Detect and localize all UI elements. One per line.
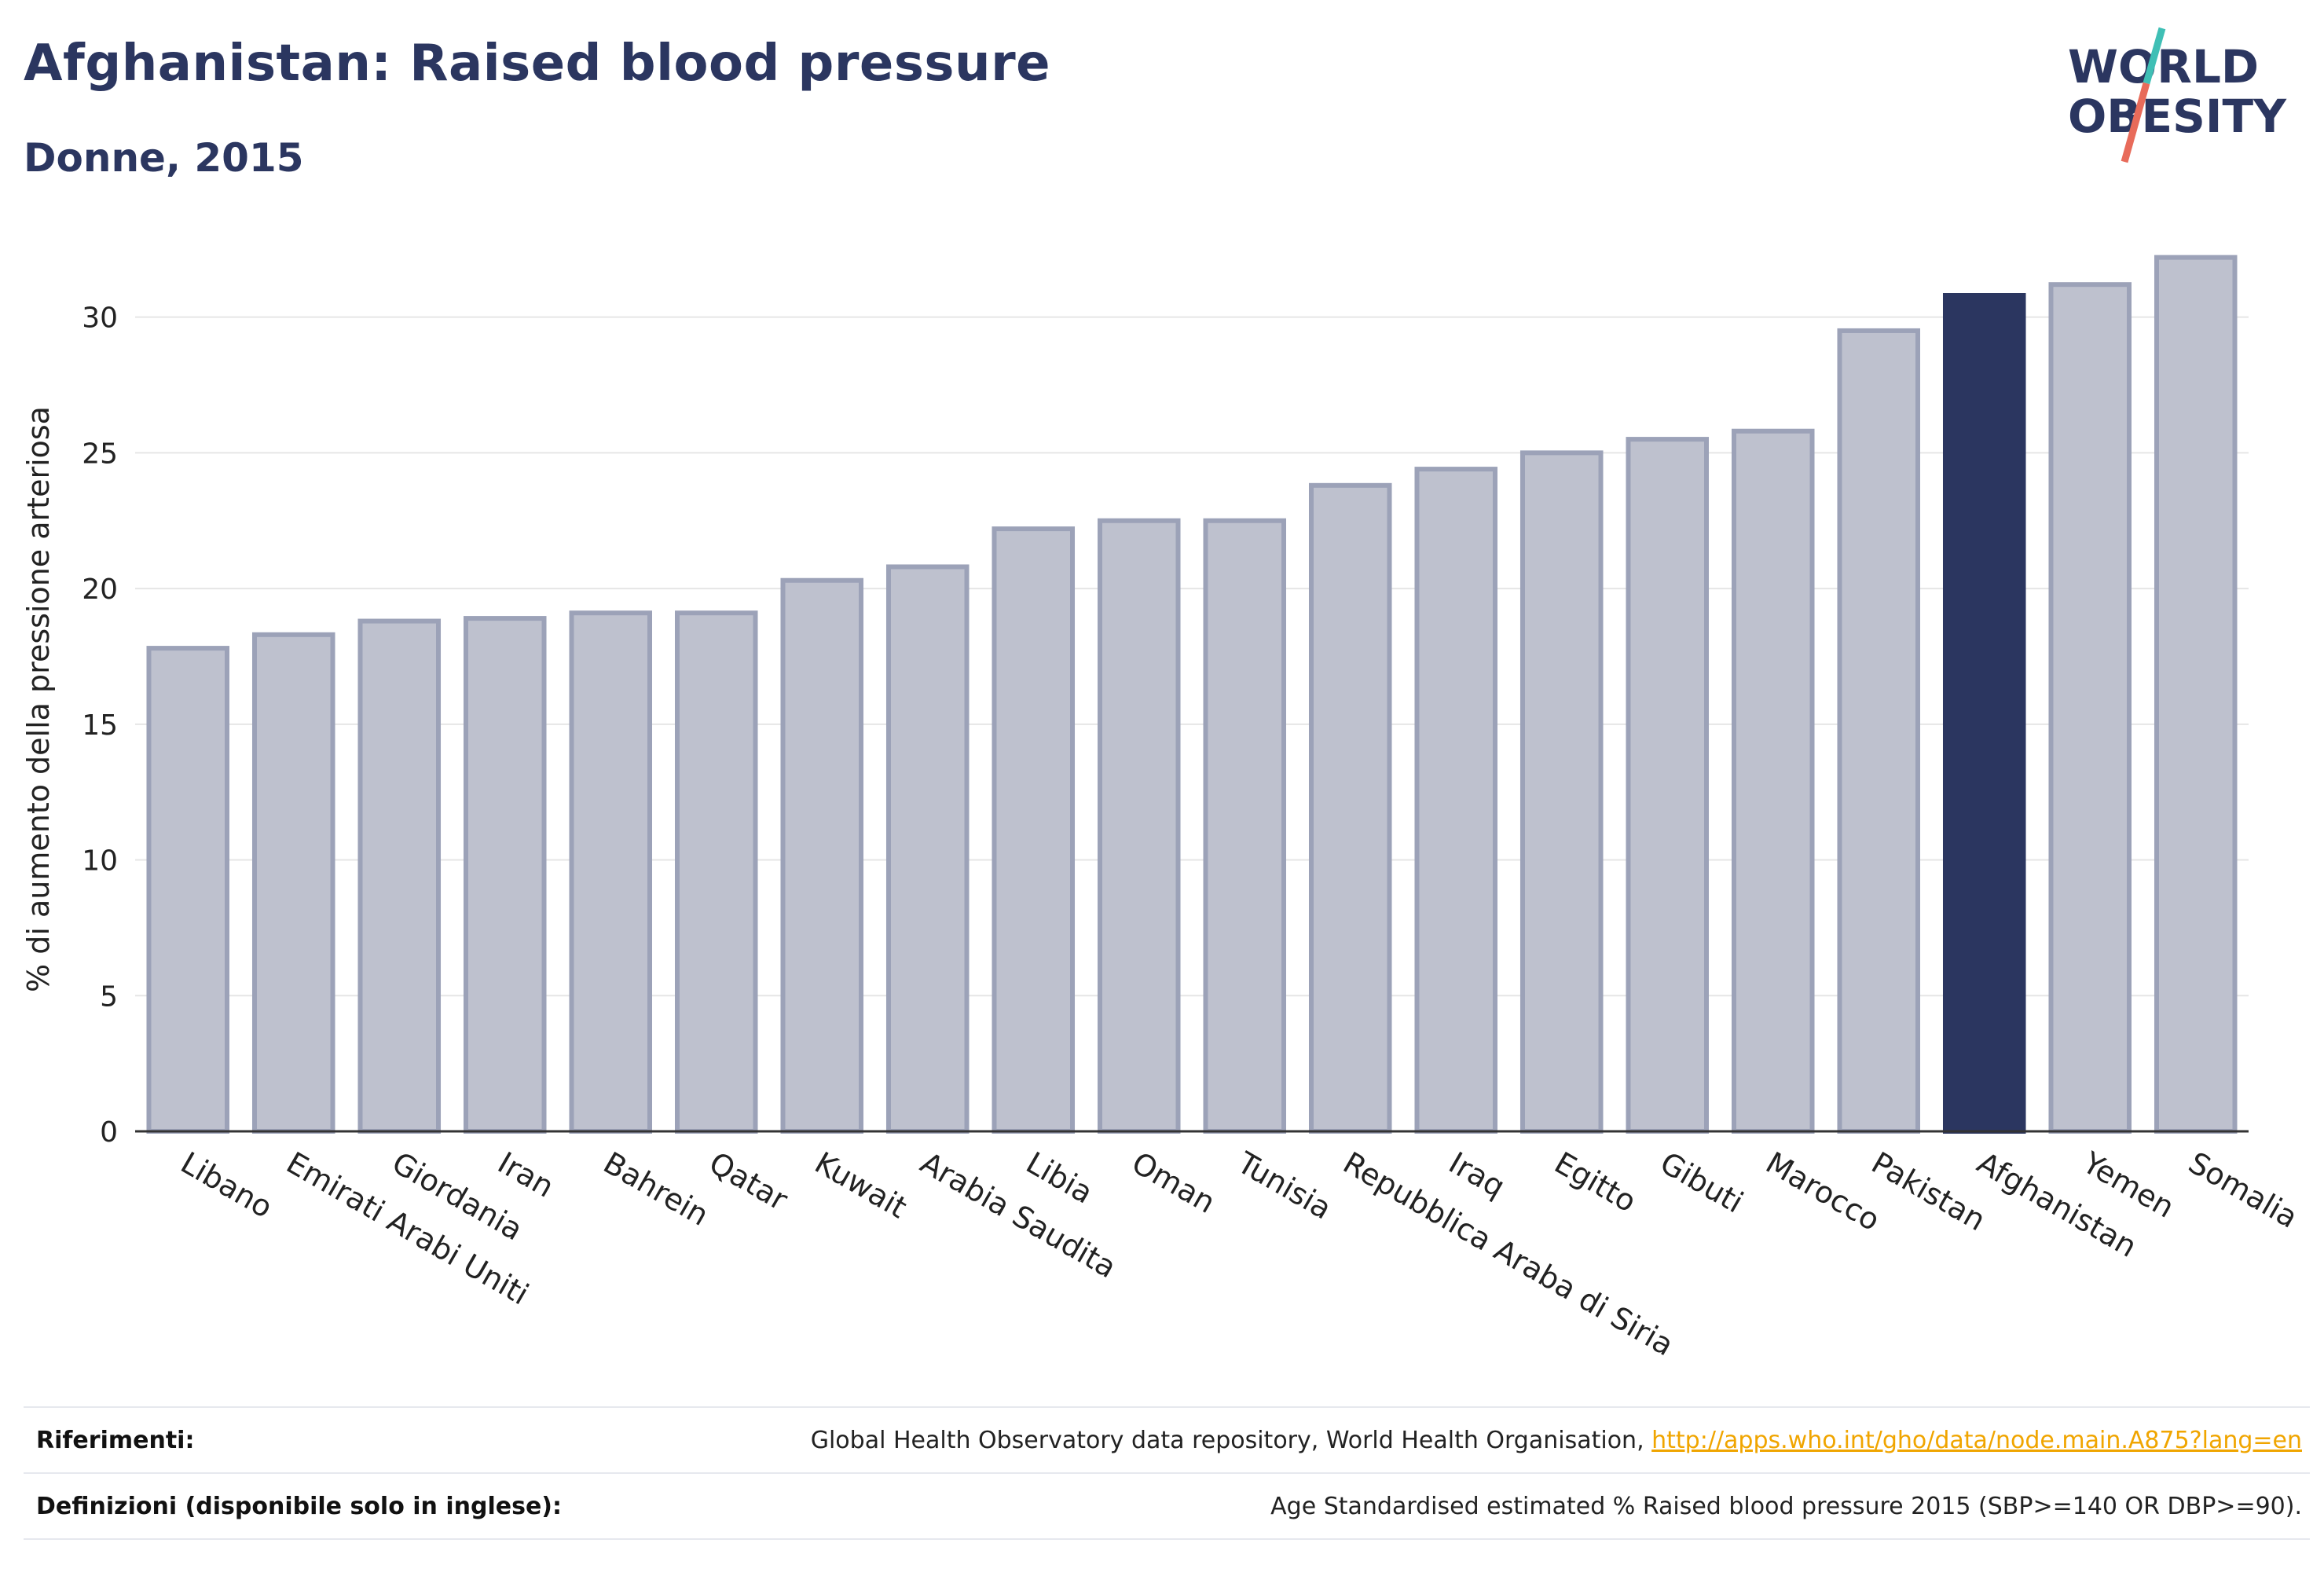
chart-title: Afghanistan: Raised blood pressure <box>24 35 1051 93</box>
logo-slash-bottom <box>2121 82 2150 163</box>
bar-emirati-arabi-uniti <box>251 632 335 1134</box>
bar-oman <box>1097 518 1181 1134</box>
bars <box>146 255 2238 1134</box>
bar-giordania <box>357 618 442 1134</box>
definitions-row: Definizioni (disponibile solo in inglese… <box>24 1472 2310 1540</box>
x-tick-label: Marocco <box>1760 1145 1886 1238</box>
x-tick-label: Oman <box>1126 1145 1221 1220</box>
bar-marocco <box>1731 428 1815 1134</box>
y-tick-label: 0 <box>100 1116 118 1149</box>
x-tick-label: Iran <box>492 1145 559 1204</box>
x-tick-label: Qatar <box>703 1145 794 1218</box>
x-tick-label: Iraq <box>1443 1145 1511 1204</box>
x-tick-label: Libia <box>1021 1145 1099 1211</box>
x-tick-label: Kuwait <box>809 1145 913 1226</box>
y-tick-label: 5 <box>100 980 118 1013</box>
references-text: Global Health Observatory data repositor… <box>810 1426 1652 1454</box>
bar-kuwait <box>780 577 864 1134</box>
x-tick-label: Somalia <box>2183 1145 2304 1235</box>
world-obesity-logo: WORLD OBESITY <box>2068 27 2287 163</box>
bar-libano <box>146 646 230 1134</box>
y-tick-label: 20 <box>82 574 118 606</box>
logo-line-1: WORLD <box>2068 40 2259 93</box>
bar-gibuti <box>1626 437 1710 1134</box>
references-label: Riferimenti: <box>36 1426 195 1454</box>
bar-afghanistan <box>1942 293 2026 1134</box>
bar-qatar <box>674 610 758 1134</box>
bar-iran <box>463 616 547 1134</box>
bar-repubblica-araba-di-siria <box>1308 482 1392 1134</box>
references-row: Riferimenti: Global Health Observatory d… <box>24 1406 2310 1472</box>
y-tick-label: 15 <box>82 709 118 742</box>
references-link[interactable]: http://apps.who.int/gho/data/node.main.A… <box>1651 1426 2302 1454</box>
bar-somalia <box>2154 255 2238 1134</box>
references-value: Global Health Observatory data repositor… <box>811 1427 2310 1454</box>
y-axis-label: % di aumento della pressione arteriosa <box>21 406 56 992</box>
x-tick-label: Gibuti <box>1655 1145 1749 1220</box>
x-tick-label: Pakistan <box>1866 1145 1992 1238</box>
definitions-text: Age Standardised estimated % Raised bloo… <box>1270 1492 2302 1520</box>
y-tick-label: 25 <box>82 438 118 470</box>
y-tick-label: 10 <box>82 845 118 878</box>
x-tick-label: Arabia Saudita <box>915 1145 1122 1285</box>
bar-arabia-saudita <box>885 564 970 1134</box>
x-tick-label: Bahrein <box>598 1145 715 1233</box>
bar-egitto <box>1519 450 1604 1134</box>
x-tick-label: Egitto <box>1549 1145 1642 1219</box>
footer: Riferimenti: Global Health Observatory d… <box>24 1406 2310 1540</box>
logo-slash-top <box>2143 27 2166 85</box>
bar-yemen <box>2048 282 2132 1134</box>
bar-tunisia <box>1203 518 1287 1134</box>
logo-line-2: OBESITY <box>2068 90 2287 143</box>
definitions-label: Definizioni (disponibile solo in inglese… <box>36 1492 562 1520</box>
bar-iraq <box>1414 467 1498 1134</box>
x-tick-label: Tunisia <box>1231 1145 1337 1226</box>
bar-libia <box>992 526 1076 1134</box>
gridlines <box>135 316 2249 997</box>
bar-pakistan <box>1837 328 1921 1134</box>
x-tick-label: Libano <box>175 1145 279 1225</box>
bar-bahrein <box>569 610 653 1134</box>
y-tick-label: 30 <box>82 302 118 335</box>
chart-subtitle: Donne, 2015 <box>24 135 304 181</box>
